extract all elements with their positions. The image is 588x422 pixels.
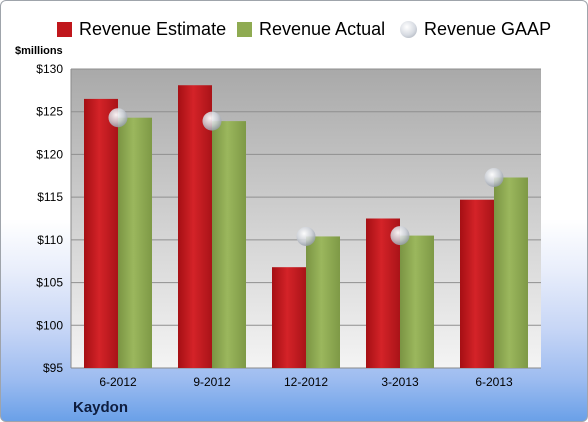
y-tick-label: $130 — [36, 62, 63, 76]
y-tick-label: $120 — [36, 147, 63, 161]
y-axis-ticks: $95 $100 $105 $110 $115 $120 $125 $130 — [36, 62, 63, 375]
marker-revenue-gaap — [296, 226, 316, 246]
legend-item-gaap: Revenue GAAP — [400, 17, 551, 41]
marker-revenue-gaap — [484, 167, 504, 187]
y-axis-unit-label: $millions — [15, 45, 63, 57]
x-tick-label: 6-2012 — [99, 375, 137, 389]
legend-item-estimate: Revenue Estimate — [57, 17, 226, 41]
legend-label-actual: Revenue Actual — [259, 18, 386, 39]
legend-swatch-actual — [237, 21, 252, 37]
marker-revenue-gaap — [108, 108, 128, 128]
company-name: Kaydon — [73, 399, 129, 416]
bar-revenue-estimate — [272, 267, 306, 368]
bar-revenue-estimate — [84, 98, 118, 369]
y-tick-label: $105 — [36, 276, 63, 290]
bar-revenue-estimate — [366, 218, 400, 368]
legend-label-estimate: Revenue Estimate — [79, 18, 227, 39]
x-tick-label: 12-2012 — [284, 375, 328, 389]
legend-swatch-gaap — [400, 20, 417, 38]
x-tick-label: 3-2013 — [381, 375, 419, 389]
bar-revenue-actual — [118, 117, 152, 369]
y-tick-label: $110 — [37, 233, 63, 247]
bar-revenue-actual — [400, 235, 434, 368]
marker-revenue-gaap — [202, 111, 222, 131]
legend-swatch-estimate — [57, 21, 72, 37]
y-tick-label: $95 — [43, 361, 63, 375]
bar-revenue-estimate — [460, 199, 494, 368]
bar-revenue-actual — [212, 121, 246, 369]
x-tick-label: 9-2012 — [193, 375, 231, 389]
bars — [84, 85, 528, 369]
y-tick-label: $115 — [37, 190, 63, 204]
marker-revenue-gaap — [390, 226, 410, 246]
bar-revenue-actual — [306, 236, 340, 368]
gaap-markers — [108, 108, 504, 246]
legend-label-gaap: Revenue GAAP — [424, 18, 552, 39]
bar-revenue-actual — [494, 177, 528, 368]
bar-revenue-estimate — [178, 85, 212, 368]
y-tick-label: $125 — [36, 105, 63, 119]
y-tick-label: $100 — [36, 318, 63, 332]
legend-item-actual: Revenue Actual — [237, 17, 385, 41]
legend: Revenue Estimate Revenue Actual Revenue … — [1, 17, 587, 41]
x-tick-label: 6-2013 — [475, 375, 513, 389]
x-axis-ticks: 6-2012 9-2012 12-2012 3-2013 6-2013 — [99, 375, 513, 389]
